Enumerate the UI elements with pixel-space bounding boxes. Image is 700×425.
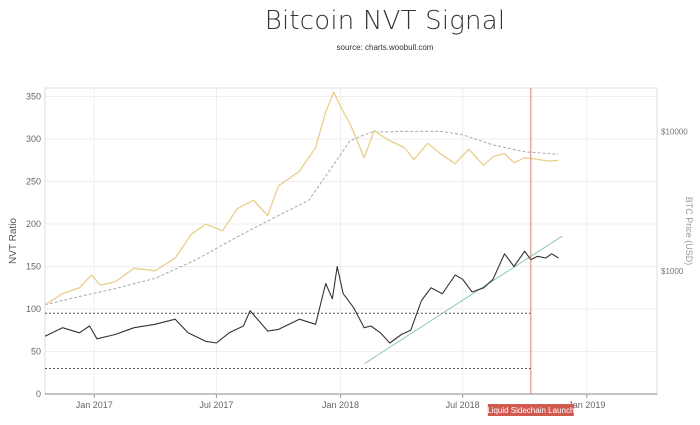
right-tick-label: $10000 [661,127,688,136]
y-axis-title: NVT Ratio [8,218,19,264]
y-tick-label: 200 [26,219,41,229]
series-layer [44,91,563,369]
event-label-badge [487,404,574,416]
x-tick-label: Jul 2018 [446,400,480,410]
y-tick-label: 250 [26,177,41,187]
right-axis: $1000 $10000 [661,127,688,275]
chart-subtitle: source: charts.woobull.com [336,43,434,52]
plot-frame [44,87,658,395]
y-axis: 0 50 100 150 200 250 300 350 [26,92,41,400]
y-tick-label: 50 [31,347,41,357]
grid [44,87,658,395]
y-tick-label: 300 [26,134,41,144]
x-axis: Jan 2017 Jul 2017 Jan 2018 Jul 2018 Jan 2019 [76,394,605,410]
trendline [364,235,563,364]
y-tick-label: 0 [36,389,41,399]
y-tick-label: 350 [26,92,41,102]
btc-price-line [44,91,559,306]
event-label: Liquid Sidechain Launch [487,406,574,415]
annotations-layer: Liquid Sidechain Launch [487,88,574,416]
x-tick-label: Jan 2018 [322,400,359,410]
x-tick-label: Jan 2017 [76,400,113,410]
x-tick-label: Jan 2019 [568,400,605,410]
y-tick-label: 100 [26,304,41,314]
price-moving-average-line [44,130,559,306]
y-tick-label: 150 [26,262,41,272]
nvt-signal-line [44,250,559,344]
right-tick-label: $1000 [661,267,684,276]
chart-title: Bitcoin NVT Signal [264,6,506,36]
x-tick-label: Jul 2017 [199,400,233,410]
right-axis-title: BTC Price (USD) [684,197,694,266]
